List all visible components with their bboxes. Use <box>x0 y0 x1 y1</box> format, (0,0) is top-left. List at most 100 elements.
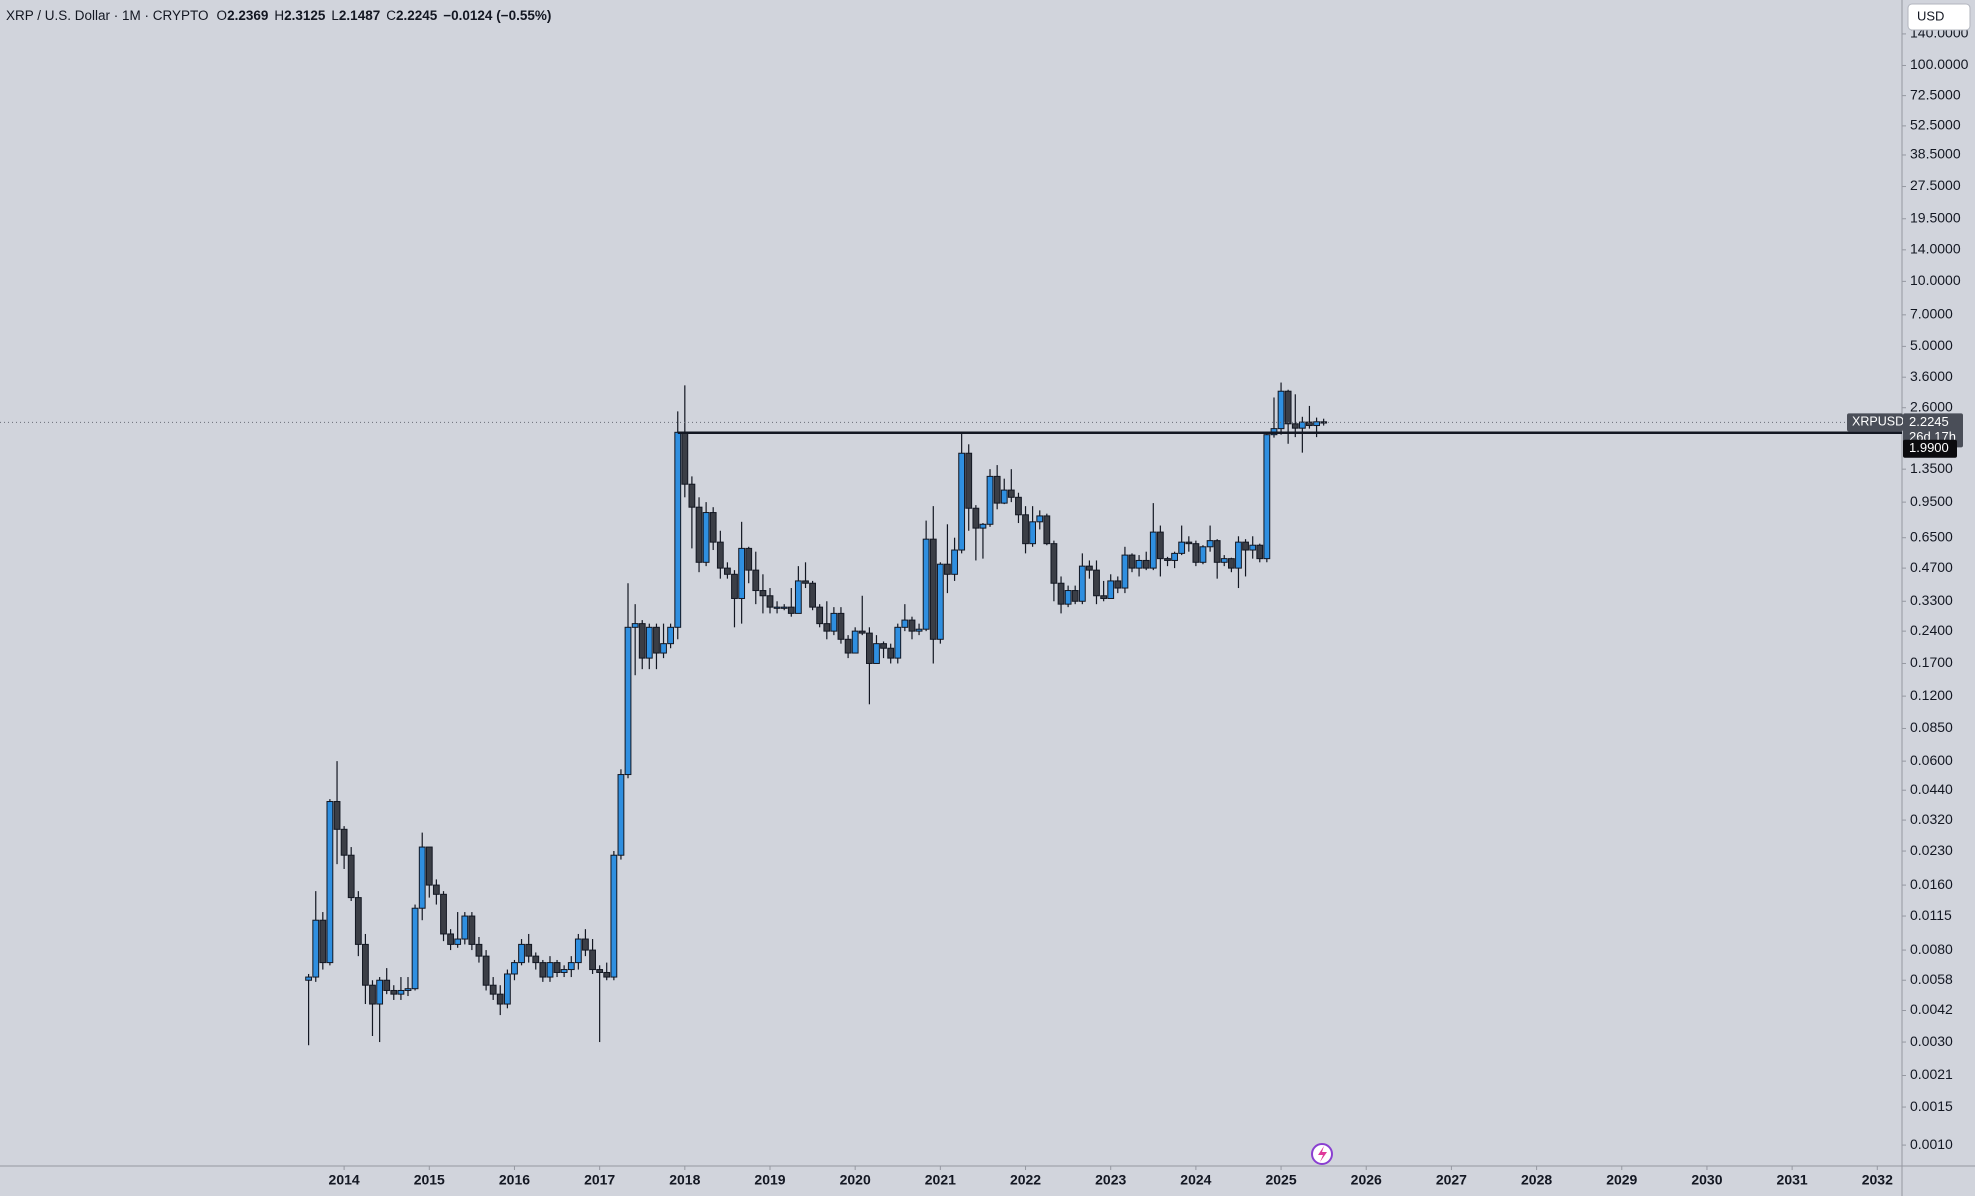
x-tick-label: 2032 <box>1862 1172 1893 1188</box>
y-tick-label: 0.0042 <box>1910 1001 1953 1017</box>
candle-body <box>1064 590 1072 605</box>
candle-body <box>340 828 348 856</box>
candle-body <box>1149 531 1157 569</box>
candle-body <box>731 573 738 599</box>
candle-body <box>1050 543 1058 584</box>
candle-body <box>958 452 966 551</box>
candle-body <box>830 612 838 632</box>
x-tick-label: 2017 <box>584 1172 615 1188</box>
candle-body <box>1313 421 1320 427</box>
candle-body <box>1178 541 1186 554</box>
last-price-box <box>1903 413 1963 448</box>
candle-body <box>873 643 880 664</box>
candle-body <box>993 475 1001 504</box>
candle-body <box>390 989 398 995</box>
candle-body <box>667 626 674 645</box>
candle-body <box>766 595 774 608</box>
currency-label[interactable]: USD <box>1917 8 1944 23</box>
candle-body <box>1093 569 1100 597</box>
candle-body <box>1078 565 1086 602</box>
candle-body <box>1263 434 1271 560</box>
candle-body <box>787 606 795 614</box>
y-tick-label: 0.1700 <box>1910 654 1953 670</box>
y-tick-label: 0.0320 <box>1910 811 1953 827</box>
candle-body <box>1164 558 1171 561</box>
candle-body <box>489 984 497 995</box>
candle-body <box>695 506 703 563</box>
y-tick-label: 0.0021 <box>1910 1066 1953 1082</box>
ohlc-value: 2.2245 <box>396 8 438 23</box>
y-tick-label: 0.2400 <box>1910 622 1953 638</box>
candle-body <box>1121 554 1129 589</box>
candle-body <box>802 580 809 584</box>
candle-body <box>624 626 632 776</box>
candle-body <box>901 619 909 628</box>
candle-body <box>1086 565 1093 571</box>
price-axis <box>1902 0 1975 1196</box>
y-tick-label: 72.5000 <box>1910 86 1961 102</box>
candle-body <box>936 563 944 640</box>
symbol-tag <box>1847 413 1903 432</box>
y-tick-label: 0.0015 <box>1910 1098 1953 1114</box>
candle-body <box>1107 580 1115 599</box>
x-tick-label: 2024 <box>1180 1172 1211 1188</box>
candle-body <box>752 569 760 592</box>
candle-body <box>525 943 533 957</box>
logo-bolt <box>1318 1146 1327 1162</box>
candle-body <box>1043 515 1051 545</box>
candle-body <box>894 626 902 659</box>
candle-body <box>908 619 916 632</box>
candle-body <box>844 638 852 654</box>
y-tick-label: 27.5000 <box>1910 177 1961 193</box>
x-tick-label: 2027 <box>1436 1172 1467 1188</box>
ohlc: O2.2369 H2.3125 L2.1487 C2.2245 <box>217 8 438 23</box>
candles <box>305 382 1328 1046</box>
candle-body <box>880 643 887 649</box>
candle-body <box>567 962 575 971</box>
candle-body <box>1171 552 1178 561</box>
candle-body <box>1192 543 1200 563</box>
ohlc-value: 2.1487 <box>339 8 380 23</box>
candle-body <box>1135 559 1143 569</box>
y-tick-label: 0.0850 <box>1910 719 1953 735</box>
candle-body <box>326 801 334 964</box>
candle-body <box>1220 558 1228 563</box>
y-tick-label: 0.0115 <box>1910 907 1952 923</box>
x-tick-label: 2026 <box>1351 1172 1382 1188</box>
candle-body <box>425 846 433 886</box>
candle-body <box>674 431 682 628</box>
y-tick-label: 100.0000 <box>1910 56 1969 72</box>
candle-body <box>560 969 568 973</box>
candle-body <box>1015 496 1022 516</box>
candle-body <box>1306 421 1313 427</box>
candle-body <box>780 606 788 609</box>
candle-body <box>858 630 866 634</box>
candle-body <box>638 623 646 659</box>
y-tick-label: 0.6500 <box>1910 528 1953 544</box>
candle-body <box>631 623 639 628</box>
candle-body <box>553 962 561 973</box>
candle-body <box>716 541 724 569</box>
y-tick-label: 0.0030 <box>1910 1033 1953 1049</box>
candle-body <box>1249 544 1257 551</box>
candle-body <box>1228 558 1235 569</box>
candle-body <box>383 979 391 991</box>
candle-body <box>582 938 589 951</box>
y-tick-label: 10.0000 <box>1910 272 1961 288</box>
currency-button[interactable] <box>1907 3 1971 31</box>
candle-body <box>1185 541 1193 545</box>
candle-body <box>447 933 454 945</box>
candle-body <box>1000 489 1008 504</box>
candle-body <box>1242 541 1249 551</box>
y-tick-label: 0.0230 <box>1910 842 1953 858</box>
candle-body <box>511 962 518 975</box>
candle-body <box>851 630 859 654</box>
ohlc-value: 2.2369 <box>227 8 268 23</box>
candle-body <box>1071 590 1079 602</box>
candle-body <box>475 943 483 957</box>
candle-body <box>1036 515 1044 523</box>
candle-body <box>709 512 717 543</box>
